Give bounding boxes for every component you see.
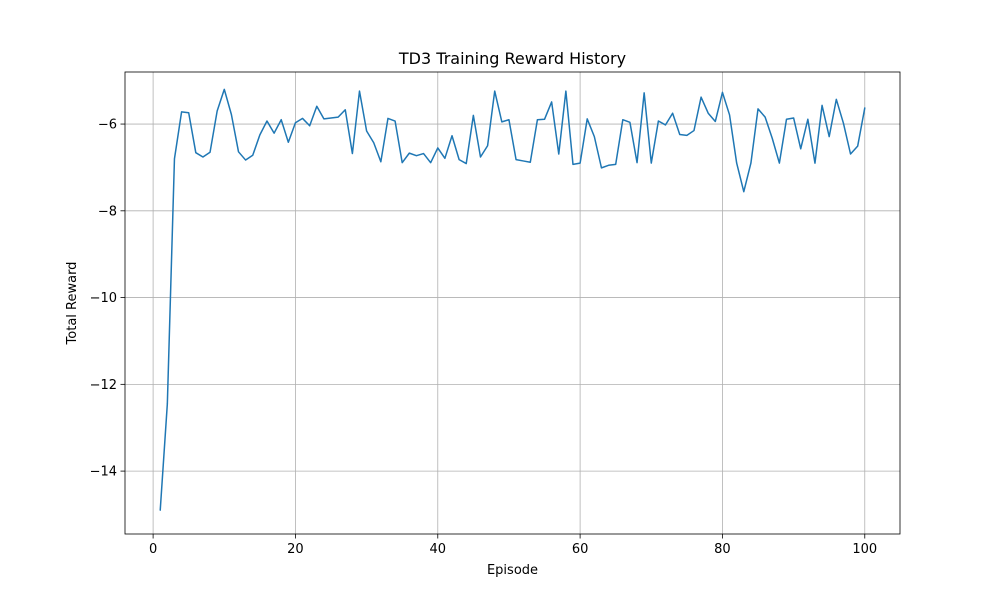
y-tick-label: −6: [98, 118, 117, 133]
y-tick-label: −8: [98, 204, 117, 219]
x-tick-label: 80: [714, 542, 731, 557]
y-axis-ticks: −14 −12 −10 −8 −6: [90, 118, 125, 480]
reward-series-line: [159, 88, 866, 511]
x-axis-ticks: 0 20 40 60 80 100: [149, 534, 877, 557]
x-tick-label: 100: [852, 542, 877, 557]
x-axis-label: Episode: [487, 563, 538, 578]
y-tick-label: −12: [90, 378, 117, 393]
x-tick-label: 20: [287, 542, 304, 557]
y-tick-label: −10: [90, 291, 117, 306]
plot-frame: [124, 71, 901, 535]
y-axis-label: Total Reward: [65, 262, 80, 346]
x-tick-label: 0: [149, 542, 157, 557]
x-tick-label: 60: [572, 542, 589, 557]
x-tick-label: 40: [430, 542, 447, 557]
series-layer: [159, 88, 866, 511]
chart-title: TD3 Training Reward History: [398, 49, 626, 68]
y-tick-label: −14: [90, 465, 117, 480]
